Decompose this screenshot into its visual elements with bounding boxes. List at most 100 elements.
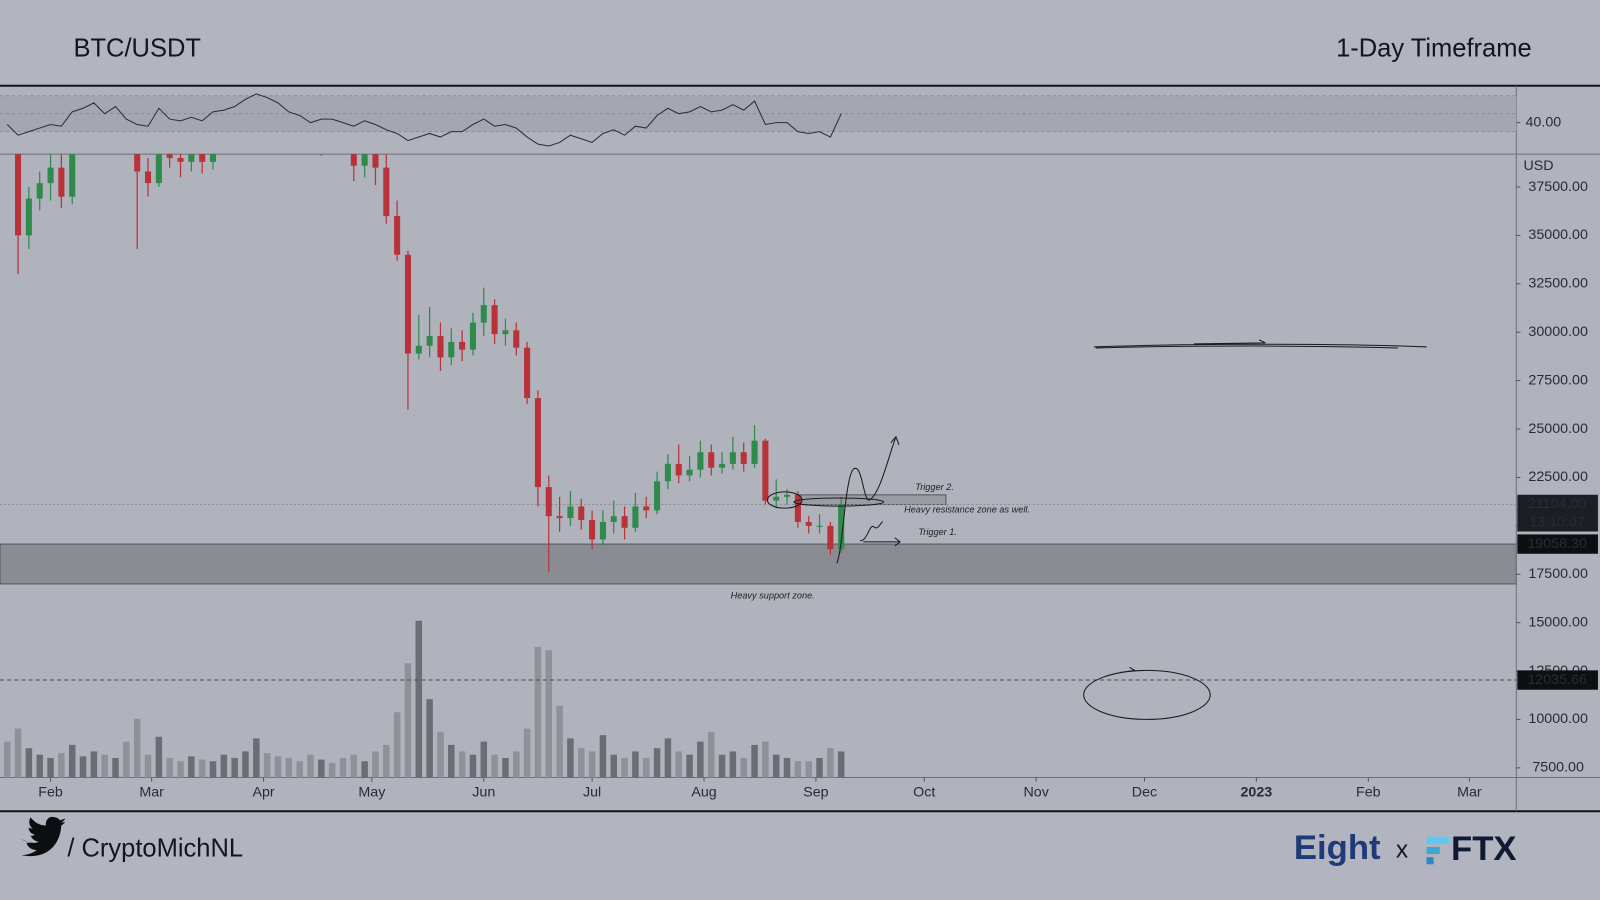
annotation: Heavy support zone. (731, 590, 815, 600)
x-tick-label: Feb (38, 785, 63, 801)
volume-bar (491, 754, 498, 778)
candle-body (654, 481, 661, 511)
candle-body (816, 525, 823, 527)
volume-bar (588, 751, 596, 778)
candle-body (361, 154, 368, 166)
candle-body (838, 504, 845, 550)
volume-bar (545, 650, 553, 778)
candle-body (567, 506, 574, 519)
x-tick-label: Jun (472, 785, 495, 801)
price-badge-label: 21104.00 (1528, 496, 1587, 512)
volume-bar (827, 748, 834, 778)
volume-bar (740, 757, 747, 778)
volume-bar (274, 756, 282, 778)
candle-body (708, 452, 715, 468)
chart-subtitle: 1-Day Timeframe (1336, 35, 1532, 63)
drawing-curve (836, 436, 897, 564)
candle-body (740, 452, 747, 464)
volume-bar (534, 646, 542, 778)
volume-bar (772, 754, 780, 778)
price-badge (1517, 534, 1598, 554)
drawing-line (1093, 339, 1427, 349)
volume-bar (469, 754, 477, 778)
candle-body (762, 440, 769, 501)
x-tick-label: Mar (139, 785, 164, 801)
y-axis-label: USD (1523, 158, 1553, 174)
candle-body (664, 463, 671, 482)
y-tick-label: 35000.00 (1528, 227, 1588, 243)
x-tick-label: Dec (1132, 785, 1157, 801)
volume-bar (393, 712, 401, 778)
candle-body (426, 336, 433, 346)
volume-bar (209, 761, 217, 778)
rsi-pane: 40.00 (0, 93, 1561, 147)
drawing-ellipse (1083, 669, 1211, 720)
brand-logo: Eight (1294, 829, 1381, 867)
volume-bar (707, 731, 715, 778)
candle-body (491, 305, 498, 335)
candle-body (144, 171, 152, 184)
y-tick-label: 10000.00 (1528, 711, 1588, 727)
volume-bar (556, 705, 563, 778)
candle-body (134, 154, 141, 172)
volume-bar (783, 757, 791, 778)
volume-bar (480, 741, 488, 778)
volume-bar (718, 754, 726, 778)
volume-bar (805, 761, 812, 778)
candle-body (773, 496, 780, 501)
x-tick-label: Mar (1457, 785, 1482, 801)
candle-body (394, 216, 401, 255)
volume-bar (523, 728, 531, 778)
twitter-icon (21, 816, 66, 857)
volume-bar (837, 751, 845, 778)
chart-title: BTC/USDT (73, 35, 201, 63)
volume-bar (426, 699, 433, 778)
candle-body (675, 463, 682, 476)
volume-bar (415, 620, 423, 778)
volume-bar (166, 757, 173, 778)
candle-body (697, 452, 704, 470)
volume-bar (610, 754, 618, 778)
candle-body (686, 469, 693, 476)
drawing-ellipse (793, 497, 885, 507)
candle-body (751, 440, 758, 464)
candle-body (556, 516, 563, 519)
volume-bar (751, 744, 758, 778)
chart-frame (0, 85, 1600, 812)
candle-body (827, 525, 834, 550)
candle-body (794, 494, 801, 522)
y-tick-label: 15000.00 (1528, 614, 1588, 630)
y-tick-label: 37500.00 (1528, 179, 1588, 195)
volume-bar (361, 761, 368, 778)
volume-bar (458, 751, 466, 778)
volume-bar (133, 718, 141, 778)
candle-body (36, 183, 43, 199)
volume-bar (762, 741, 769, 778)
volume-bar (101, 754, 108, 778)
volume-bar (253, 738, 260, 778)
candle-body (199, 154, 206, 162)
x-tick-label: Apr (252, 785, 274, 801)
candle-body (155, 154, 162, 184)
candle-body (437, 336, 444, 358)
plot-area (0, 154, 1517, 778)
volume-bar (296, 761, 303, 778)
candle-body (534, 398, 541, 488)
volume-bar (242, 751, 249, 778)
candle-body (383, 167, 390, 217)
volume-bar (144, 754, 152, 778)
x-tick-label: 2023 (1241, 785, 1273, 801)
drawing-arrow (863, 537, 901, 547)
ftx-bar (1426, 836, 1449, 844)
volume-bar (404, 663, 412, 778)
annotation: Trigger 1. (918, 527, 957, 537)
volume-bar (642, 757, 650, 778)
volume-bar (231, 757, 238, 778)
candle-body (502, 330, 509, 335)
candle-body (719, 463, 726, 468)
x-tick-label: Feb (1356, 785, 1381, 801)
candle-body (643, 506, 650, 511)
volume-bar (664, 738, 672, 778)
hand-drawings (766, 339, 1427, 720)
price-badge-label: 12035.66 (1527, 672, 1587, 688)
